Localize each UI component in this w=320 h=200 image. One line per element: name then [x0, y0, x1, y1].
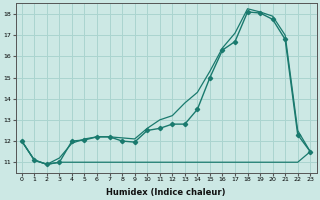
X-axis label: Humidex (Indice chaleur): Humidex (Indice chaleur) [106, 188, 226, 197]
